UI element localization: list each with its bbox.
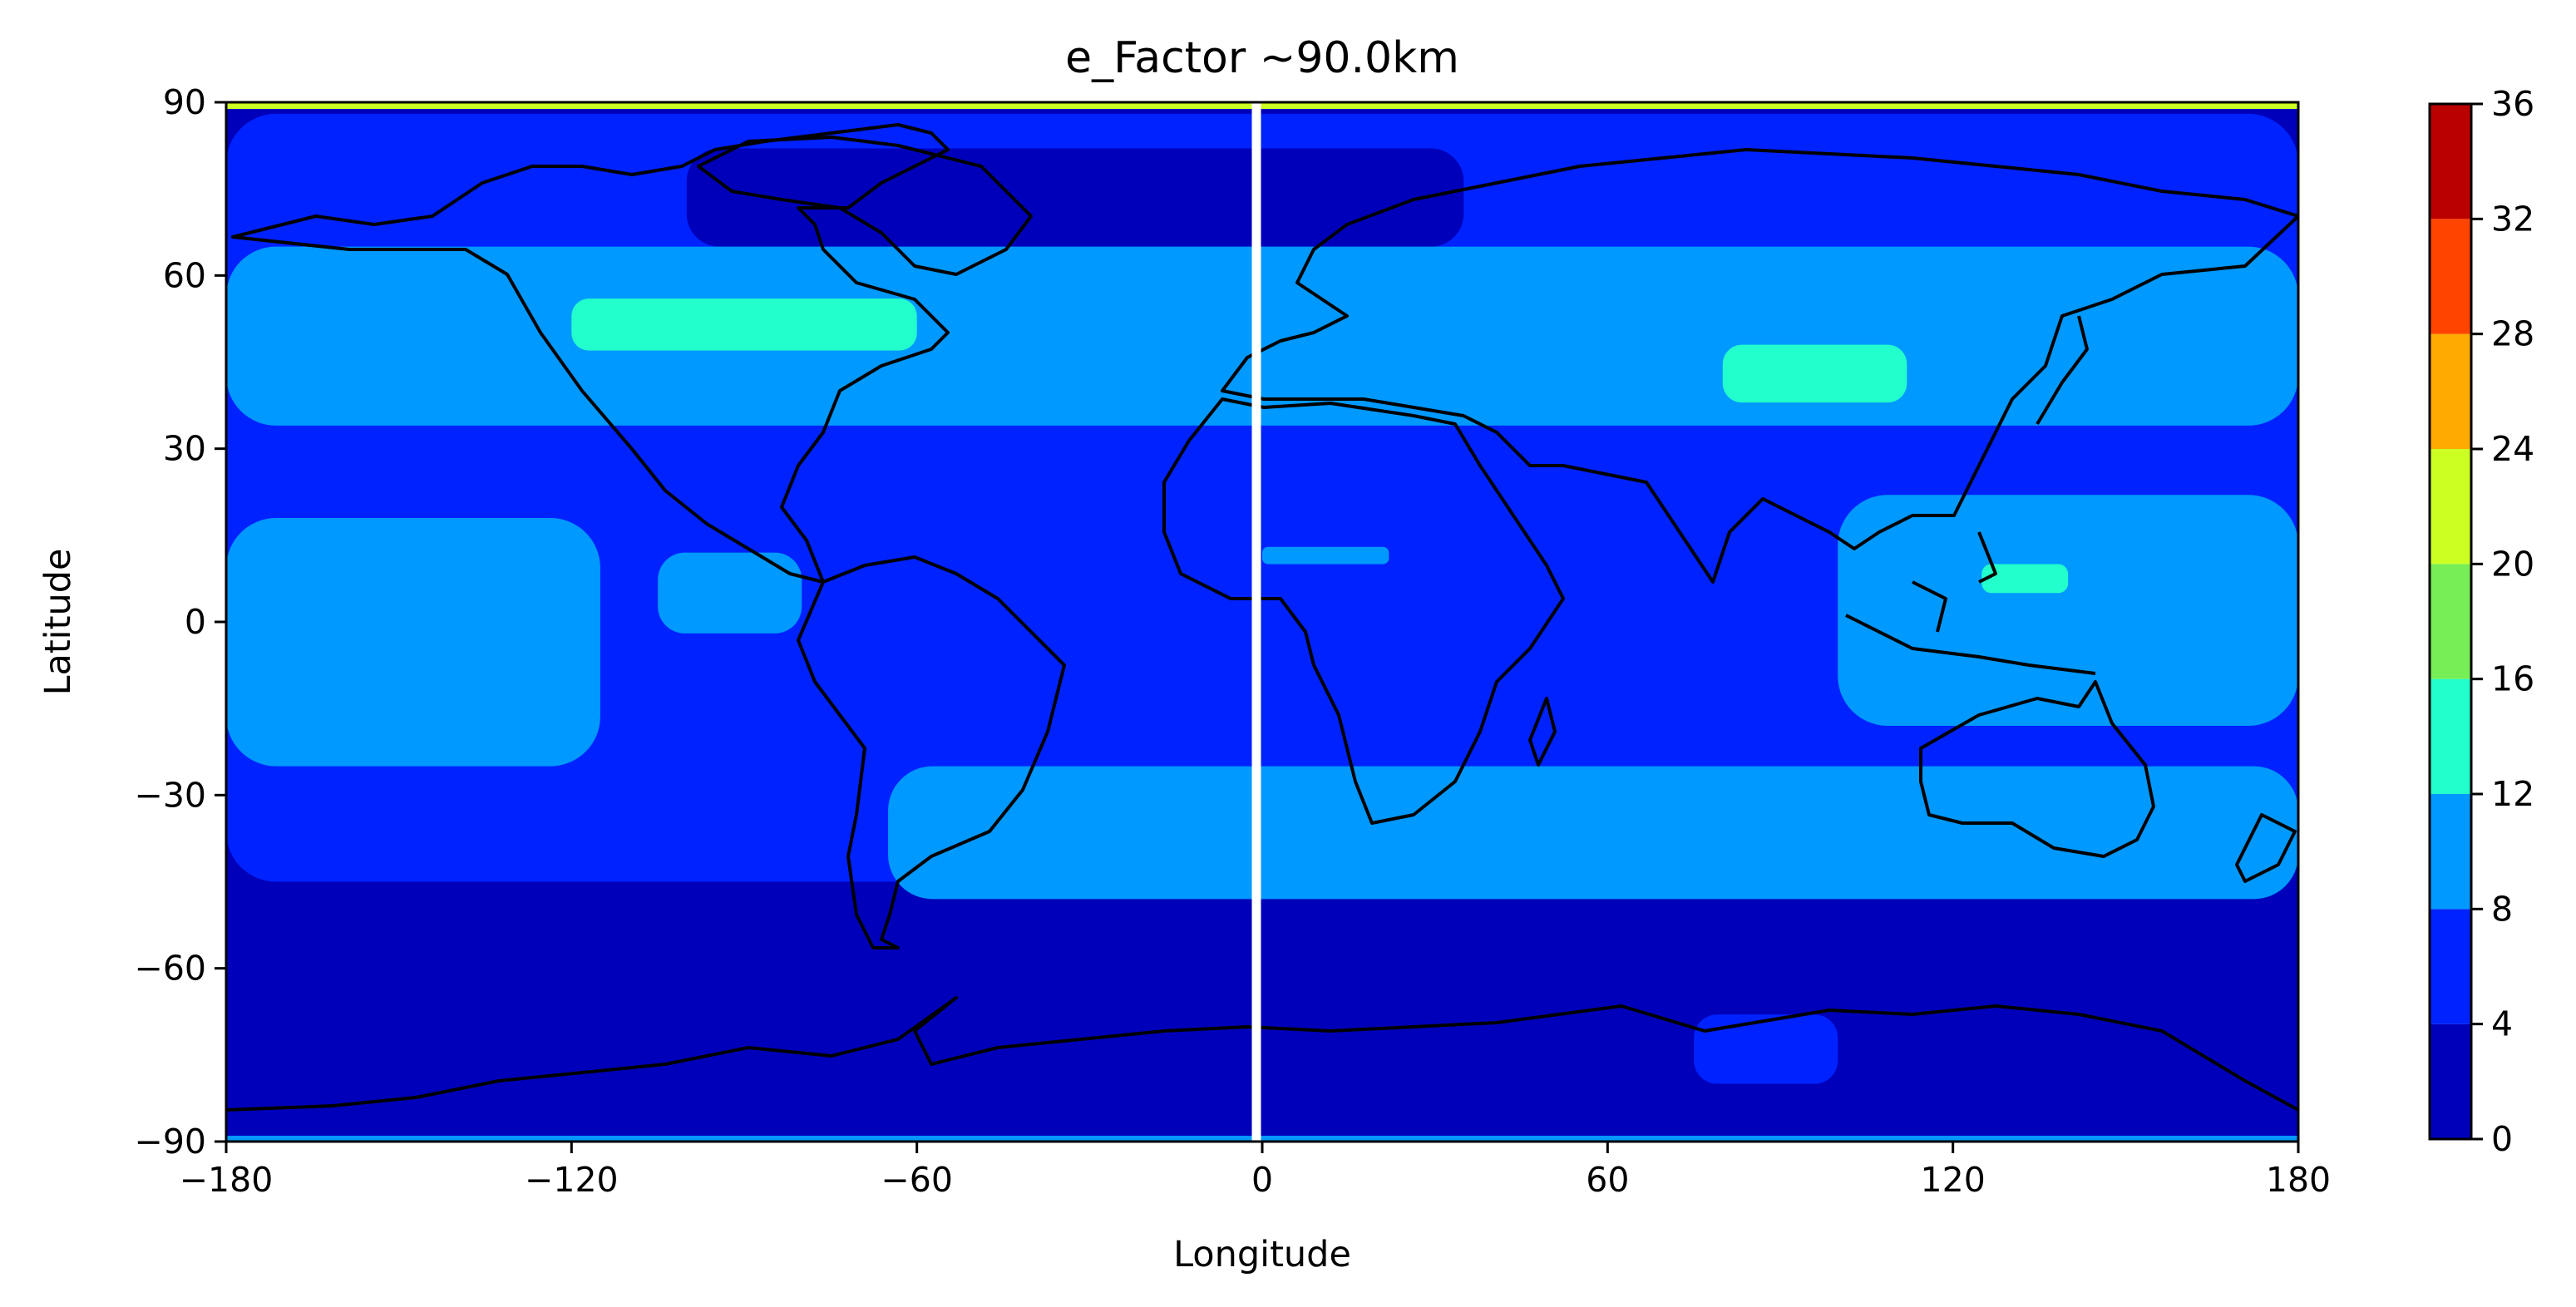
y-tick-label: 0 xyxy=(185,602,206,642)
y-axis-ticks: −90 −60 −30 0 30 60 90 xyxy=(134,82,226,1162)
colorbar-swatch xyxy=(2430,1023,2471,1139)
coastline-new-zealand xyxy=(2235,813,2297,883)
coastline-greenland xyxy=(697,136,1033,276)
colorbar-frame xyxy=(2428,102,2473,1141)
plot-area xyxy=(226,102,2298,1142)
x-axis-ticks: −180 −120 −60 0 60 120 180 xyxy=(180,1142,2331,1200)
y-tick-label: 90 xyxy=(163,82,206,122)
contour-region-11 xyxy=(888,766,2298,900)
colorbar-tick-label: 12 xyxy=(2491,774,2534,814)
x-tick-label: 0 xyxy=(1251,1160,1273,1200)
colorbar-tick-label: 24 xyxy=(2491,429,2534,469)
coastline-australia xyxy=(1919,680,2155,858)
south-pole-band xyxy=(226,1136,2298,1142)
colorbar-tick-label: 0 xyxy=(2491,1119,2513,1159)
colorbar-swatch xyxy=(2430,794,2471,910)
chart-title: e_Factor ~90.0km xyxy=(1065,33,1459,83)
coastline-north-america xyxy=(231,123,950,584)
coastline-indonesia xyxy=(1845,531,2096,675)
y-tick-label: −60 xyxy=(134,949,206,989)
coastline-japan xyxy=(2036,315,2089,426)
contour-region-8 xyxy=(1838,495,2298,726)
coastline-africa xyxy=(1162,397,1565,825)
coastline-south-america xyxy=(797,555,1066,949)
contour-region-9 xyxy=(1981,564,2069,594)
colorbar-swatch xyxy=(2430,104,2471,219)
colorbar-tick-label: 32 xyxy=(2491,199,2534,239)
colorbar-swatch xyxy=(2430,678,2471,794)
contour-region-5 xyxy=(1722,344,1907,403)
contour-region-4 xyxy=(571,298,917,351)
x-axis-label: Longitude xyxy=(1173,1234,1351,1275)
colorbar-tick-label: 8 xyxy=(2491,889,2513,929)
coastline-madagascar xyxy=(1528,697,1557,767)
colorbar-tick-label: 4 xyxy=(2491,1004,2513,1044)
y-tick-label: 60 xyxy=(163,255,206,295)
colorbar-swatch xyxy=(2430,219,2471,334)
colorbar-swatch xyxy=(2430,333,2471,449)
x-tick-label: 180 xyxy=(2266,1160,2331,1200)
contour-region-2 xyxy=(686,148,1464,247)
colorbar: 0 4 8 12 16 20 24 28 32 36 xyxy=(2430,84,2534,1159)
contour-regions xyxy=(226,102,2298,1142)
x-tick-label: −60 xyxy=(881,1160,953,1200)
x-tick-label: −120 xyxy=(525,1160,619,1200)
y-tick-label: 30 xyxy=(163,429,206,469)
x-tick-label: 60 xyxy=(1586,1160,1629,1200)
colorbar-tick-label: 20 xyxy=(2491,544,2534,584)
coastline-antarctica xyxy=(226,996,2298,1112)
x-tick-label: −180 xyxy=(180,1160,274,1200)
colorbar-swatch xyxy=(2430,449,2471,565)
contour-region-10 xyxy=(1262,546,1389,565)
colorbar-swatch xyxy=(2430,564,2471,679)
colorbar-tick-label: 28 xyxy=(2491,314,2534,354)
north-pole-band xyxy=(226,102,2298,109)
y-tick-label: −90 xyxy=(134,1122,206,1162)
x-tick-label: 120 xyxy=(1921,1160,1986,1200)
coastlines xyxy=(226,123,2298,1112)
contour-region-6 xyxy=(226,518,600,767)
contour-region-12 xyxy=(1694,1014,1838,1084)
y-axis-label: Latitude xyxy=(37,549,79,696)
contour-region-7 xyxy=(658,552,802,634)
coastline-eurasia xyxy=(1221,148,2298,584)
y-tick-label: −30 xyxy=(134,775,206,815)
colorbar-swatch xyxy=(2430,909,2471,1024)
colorbar-tick-label: 36 xyxy=(2491,84,2534,124)
colorbar-tick-label: 16 xyxy=(2491,659,2534,699)
